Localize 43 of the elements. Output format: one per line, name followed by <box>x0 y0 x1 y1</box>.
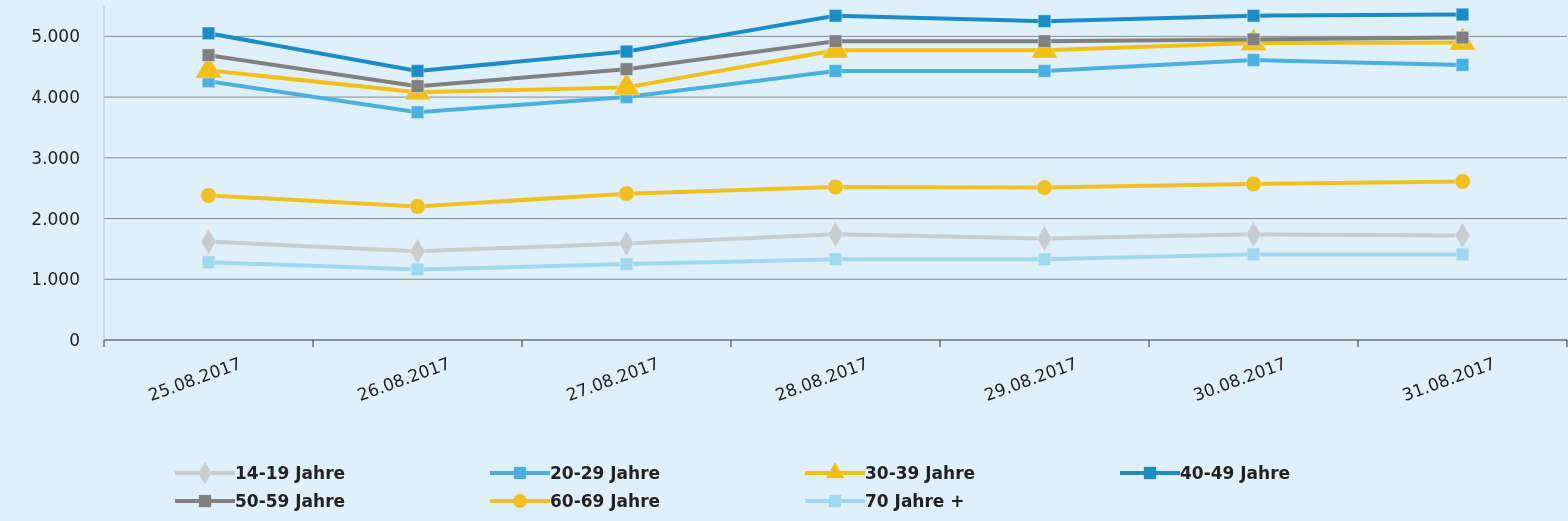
point <box>1246 53 1261 67</box>
point <box>1037 252 1052 266</box>
legend-label: 70 Jahre + <box>865 491 965 511</box>
point <box>201 26 216 40</box>
point <box>619 44 634 59</box>
point <box>410 105 425 119</box>
point <box>828 34 843 48</box>
legend-label: 30-39 Jahre <box>865 463 976 483</box>
y-tick-label: 1.000 <box>31 269 80 290</box>
point <box>619 62 634 76</box>
point <box>1037 34 1052 48</box>
point <box>827 178 844 195</box>
point <box>200 187 217 204</box>
legend-label: 60-69 Jahre <box>550 491 661 511</box>
point <box>828 252 843 266</box>
point <box>1455 7 1470 22</box>
point <box>1037 14 1052 28</box>
point <box>828 64 843 78</box>
point <box>618 185 635 202</box>
point <box>201 48 216 62</box>
legend-label: 20-29 Jahre <box>550 463 661 483</box>
y-tick-label: 4.000 <box>31 87 80 108</box>
y-tick-label: 2.000 <box>31 208 80 229</box>
point <box>1036 179 1053 196</box>
point <box>201 255 216 269</box>
legend-label: 40-49 Jahre <box>1180 463 1291 483</box>
point <box>410 262 425 277</box>
point <box>1455 58 1470 72</box>
y-tick-label: 5.000 <box>31 26 80 47</box>
y-tick-label: 3.000 <box>31 147 80 168</box>
point <box>1245 175 1262 192</box>
y-tick-label: 0 <box>69 330 80 350</box>
legend-label: 50-59 Jahre <box>235 491 346 511</box>
point <box>1455 247 1470 261</box>
point <box>1246 9 1261 23</box>
point <box>1037 64 1052 78</box>
point <box>409 198 426 215</box>
point <box>619 257 634 271</box>
point <box>1246 247 1261 261</box>
legend-label: 14-19 Jahre <box>235 463 346 483</box>
point <box>1454 173 1471 190</box>
point <box>828 9 843 23</box>
point <box>410 64 425 78</box>
